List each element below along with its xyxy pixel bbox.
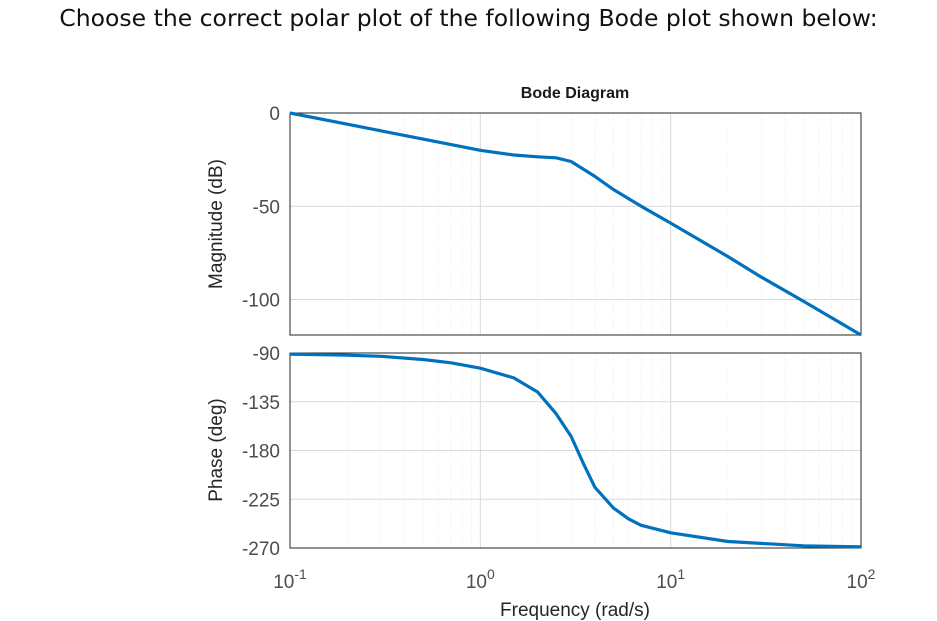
phase-tick-labels: -90 -135 -180 -225 -270 <box>242 344 280 560</box>
magnitude-y-tick-label: -100 <box>242 291 280 312</box>
phase-y-tick-label: -90 <box>253 344 280 365</box>
x-tick-label: 102 <box>847 566 876 593</box>
phase-grid <box>290 352 861 549</box>
phase-axes-box <box>289 352 862 549</box>
magnitude-y-tick-label: 0 <box>269 104 280 125</box>
magnitude-y-tick-label: -50 <box>253 197 280 218</box>
phase-y-tick-label: -180 <box>242 442 280 463</box>
phase-series-line <box>289 352 862 549</box>
magnitude-axis-label: Magnitude (dB) <box>206 159 227 289</box>
chart-title: Bode Diagram <box>521 85 629 102</box>
magnitude-tick-labels: 0 -50 -100 <box>242 104 280 312</box>
question-text: Choose the correct polar plot of the fol… <box>59 4 878 32</box>
x-tick-label: 101 <box>656 566 685 593</box>
frequency-tick-labels: 10-1 100 101 102 <box>273 566 875 593</box>
phase-y-tick-label: -270 <box>242 539 280 560</box>
x-axis-label: Frequency (rad/s) <box>500 600 650 621</box>
phase-y-tick-label: -225 <box>242 490 280 511</box>
magnitude-axes-box <box>289 112 862 336</box>
phase-axis-label: Phase (deg) <box>206 398 227 502</box>
x-tick-label: 10-1 <box>273 566 307 593</box>
magnitude-series-line <box>289 111 862 337</box>
magnitude-grid <box>290 112 861 335</box>
x-tick-label: 100 <box>466 566 495 593</box>
phase-y-tick-label: -135 <box>242 393 280 414</box>
